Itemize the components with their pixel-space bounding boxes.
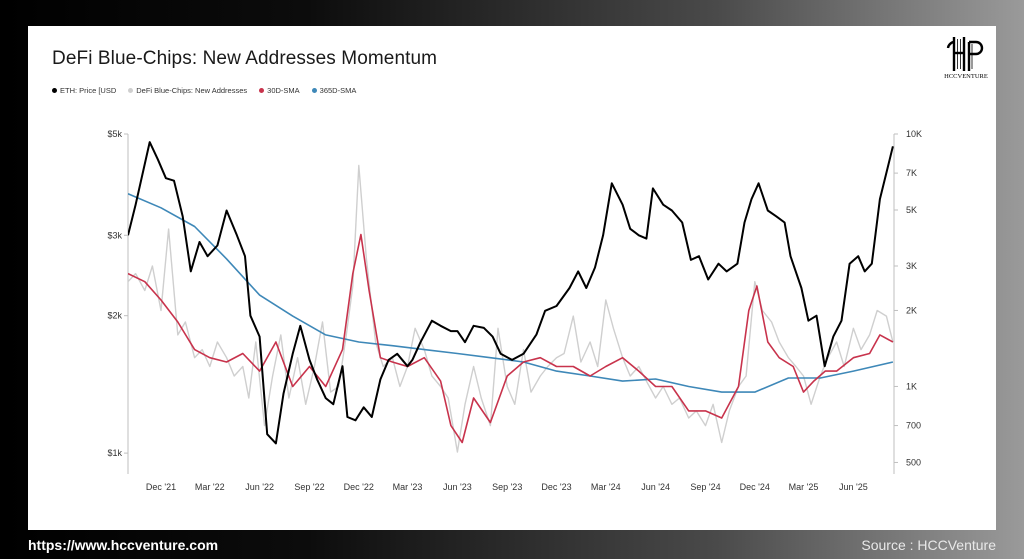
legend-item[interactable]: 30D-SMA (259, 86, 300, 95)
x-tick-label: Dec '21 (146, 482, 176, 492)
y-right-tick-label: 700 (906, 421, 921, 431)
legend-label: ETH: Price [USD (60, 86, 117, 95)
series-line-30d-sma (128, 233, 894, 444)
x-tick-label: Dec '24 (740, 482, 770, 492)
y-left-tick-label: $5k (107, 129, 122, 139)
legend-label: DeFi Blue-Chips: New Addresses (136, 86, 248, 95)
x-tick-label: Sep '23 (492, 482, 522, 492)
legend-dot (311, 88, 317, 93)
x-tick-label: Jun '23 (443, 482, 472, 492)
x-tick-label: Mar '22 (195, 482, 225, 492)
footer-url[interactable]: https://www.hccventure.com (28, 537, 219, 553)
y-right-tick-label: 10K (906, 129, 922, 139)
x-tick-label: Sep '22 (294, 482, 324, 492)
y-right-tick-label: 2K (906, 305, 917, 315)
legend-dot (128, 88, 134, 93)
x-tick-label: Jun '25 (839, 482, 868, 492)
chart-title: DeFi Blue-Chips: New Addresses Momentum (52, 48, 438, 69)
x-tick-label: Mar '25 (789, 482, 819, 492)
hccventure-logo-mark (946, 37, 984, 71)
legend-label: 30D-SMA (267, 86, 300, 95)
x-tick-label: Dec '23 (541, 482, 571, 492)
x-tick-label: Mar '23 (393, 482, 423, 492)
x-tick-label: Jun '24 (641, 482, 670, 492)
y-left-tick-label: $2k (107, 311, 122, 321)
y-right-tick-label: 500 (906, 457, 921, 467)
x-tick-label: Mar '24 (591, 482, 621, 492)
legend-item[interactable]: DeFi Blue-Chips: New Addresses (128, 86, 247, 95)
chart-legend: ETH: Price [USD DeFi Blue-Chips: New Addr… (52, 86, 356, 95)
logo-caption: HCCVENTURE (944, 73, 988, 80)
x-tick-label: Dec '22 (344, 482, 374, 492)
legend-item[interactable]: ETH: Price [USD (52, 86, 116, 95)
legend-dot (52, 88, 57, 93)
legend-label: 365D-SMA (319, 86, 357, 95)
hccventure-logo: HCCVENTURE (940, 34, 992, 82)
y-right-tick-label: 5K (906, 205, 917, 215)
y-right-tick-label: 7K (906, 168, 917, 178)
y-right-tick-label: 1K (906, 381, 917, 391)
x-tick-label: Jun '22 (245, 482, 274, 492)
y-left-tick-label: $1k (107, 448, 122, 458)
chart-card: DeFi Blue-Chips: New Addresses Momentum … (28, 26, 996, 530)
chart-plot: $5k $3k $2k $1k 10K 7K 5K 3K 2K 1K 700 500 Dec '21 Ma… (107, 129, 922, 492)
series-line-defi-blue-chips-new-addresses (128, 164, 894, 453)
series-line-eth-price-usd (128, 141, 894, 445)
series-line-365d-sma (128, 192, 894, 393)
y-right-tick-label: 3K (906, 261, 917, 271)
legend-item[interactable]: 365D-SMA (311, 86, 357, 95)
x-tick-label: Sep '24 (690, 482, 720, 492)
y-left-tick-label: $3k (107, 230, 122, 240)
footer-source: Source : HCCVenture (861, 537, 996, 553)
legend-dot (259, 88, 265, 93)
